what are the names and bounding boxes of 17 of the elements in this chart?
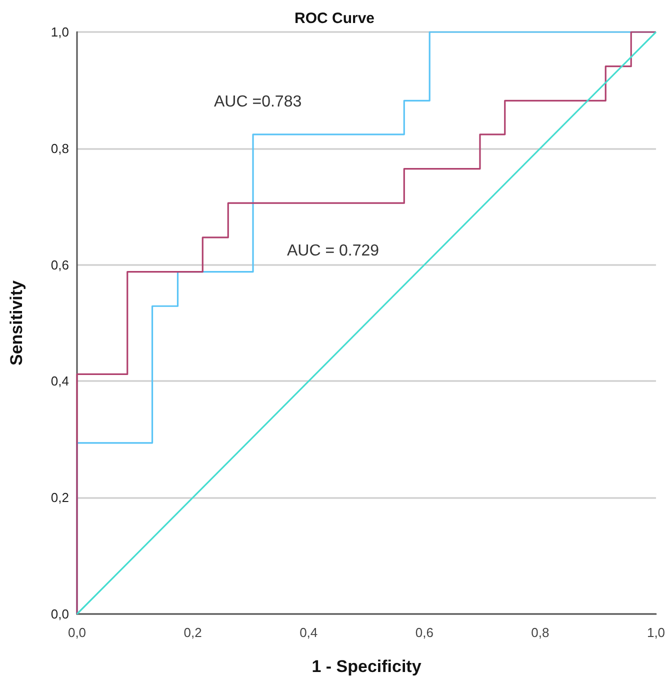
x-tick-label: 0,6 [415, 625, 434, 640]
x-tick-label: 0,8 [531, 625, 550, 640]
annotation: AUC = 0.729 [287, 242, 380, 260]
y-tick-label: 0,0 [50, 606, 69, 622]
x-tick-label: 0,4 [300, 625, 318, 640]
y-tick-label: 0,8 [50, 140, 69, 156]
y-tick-label: 0,6 [50, 257, 69, 272]
y-tick-label: 0,2 [50, 490, 69, 506]
x-axis-title: 1 - Specificity [312, 657, 422, 676]
y-tick-label: 1,0 [50, 24, 69, 40]
annotation: AUC =0.783 [214, 94, 302, 110]
y-axis-title: Sensitivity [7, 280, 26, 366]
x-tick-label: 0,0 [68, 625, 86, 640]
chart-title: ROC Curve [294, 10, 375, 27]
x-tick-label: 0,2 [184, 625, 202, 640]
x-tick-label: 1,0 [646, 625, 666, 640]
y-tick-label: 0,4 [50, 374, 69, 389]
